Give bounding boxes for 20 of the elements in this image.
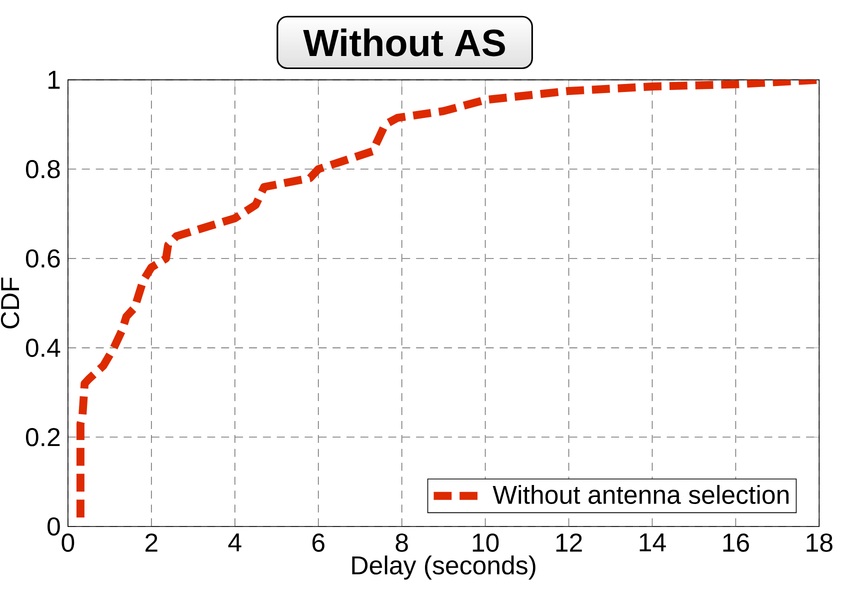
x-tick-label: 18 — [806, 534, 832, 552]
y-tick-label: 1 — [48, 71, 60, 89]
y-tick-label: 0.4 — [26, 338, 60, 358]
y-tick-label: 0.6 — [26, 250, 60, 268]
y-tick-label: 0 — [48, 518, 60, 536]
x-tick-label: 14 — [640, 534, 666, 552]
legend-label: Without antenna selection — [492, 485, 789, 504]
x-tick-label: 2 — [146, 534, 158, 552]
x-tick-label: 6 — [312, 534, 324, 552]
x-tick-label: 0 — [62, 534, 74, 552]
x-tick-label: 8 — [396, 534, 408, 552]
x-tick-label: 4 — [228, 534, 242, 552]
chart-title: Without AS — [303, 28, 505, 57]
x-axis-title: Delay (seconds) — [352, 556, 536, 580]
y-tick-label: 0.8 — [26, 160, 60, 179]
x-tick-label: 12 — [556, 534, 582, 552]
x-tick-label: 10 — [472, 534, 499, 552]
y-tick-label: 0.2 — [26, 428, 60, 447]
x-tick-label: 16 — [723, 534, 749, 552]
y-axis-title: CDF — [0, 278, 20, 329]
